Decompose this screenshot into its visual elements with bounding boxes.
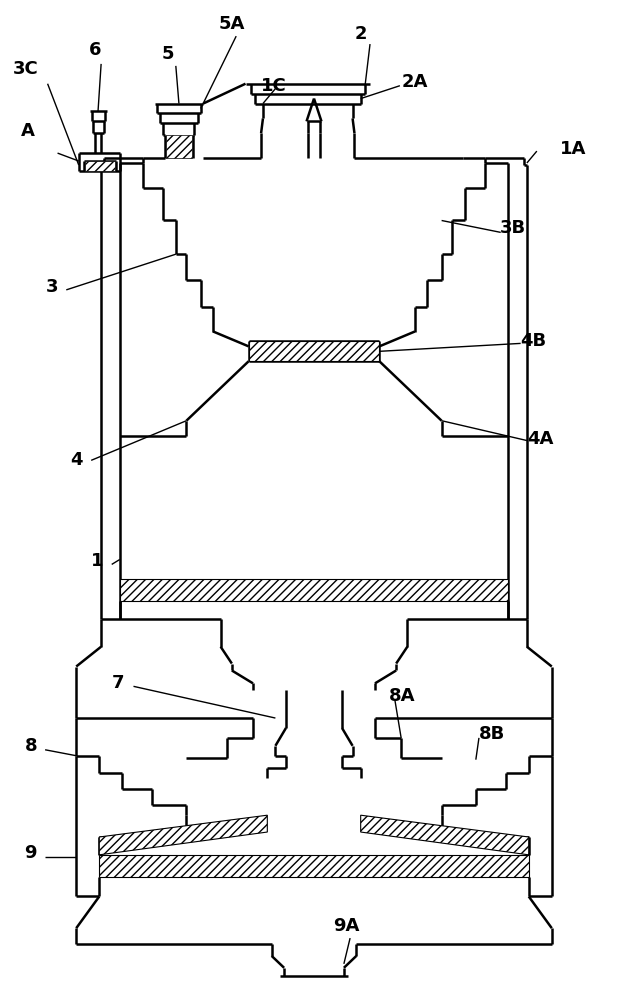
Text: 4: 4 xyxy=(70,451,82,469)
Text: 1A: 1A xyxy=(560,140,587,158)
Text: 8A: 8A xyxy=(389,687,415,705)
Bar xyxy=(85,161,115,171)
Text: 6: 6 xyxy=(89,41,101,59)
Bar xyxy=(249,341,379,361)
Text: 3C: 3C xyxy=(13,60,39,78)
Text: 7: 7 xyxy=(112,674,124,692)
Bar xyxy=(120,579,508,601)
Text: 5A: 5A xyxy=(219,15,245,33)
Bar xyxy=(166,135,192,158)
Text: 1C: 1C xyxy=(261,77,286,95)
Text: 8: 8 xyxy=(24,737,37,755)
Polygon shape xyxy=(360,815,529,855)
Text: 5: 5 xyxy=(161,45,174,63)
Text: 8B: 8B xyxy=(479,725,505,743)
Bar xyxy=(99,855,529,877)
Text: 9: 9 xyxy=(24,844,37,862)
Polygon shape xyxy=(99,815,268,855)
Text: 3B: 3B xyxy=(499,219,526,237)
Text: 1: 1 xyxy=(91,552,104,570)
Text: A: A xyxy=(21,122,35,140)
Text: 3: 3 xyxy=(46,278,59,296)
Text: 2: 2 xyxy=(354,25,367,43)
Text: 2A: 2A xyxy=(401,73,428,91)
Text: 4A: 4A xyxy=(527,430,553,448)
Text: 9A: 9A xyxy=(333,917,359,935)
Text: 4B: 4B xyxy=(521,332,547,350)
